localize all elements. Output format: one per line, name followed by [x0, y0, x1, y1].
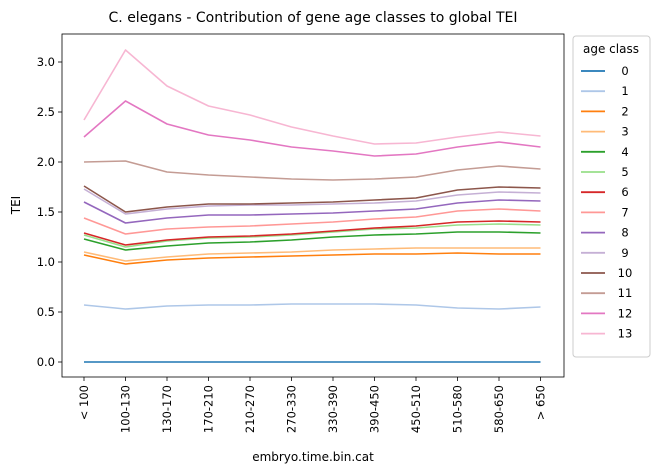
x-tick-label: 210-270 — [243, 385, 257, 433]
series-line-9 — [83, 188, 541, 215]
legend-label-11: 11 — [618, 286, 633, 300]
x-axis-label: embryo.time.bin.cat — [252, 450, 374, 464]
legend-label-0: 0 — [621, 64, 628, 78]
x-tick-label: 100-130 — [119, 385, 133, 433]
series-line-6 — [83, 220, 541, 246]
series-line-11 — [83, 160, 541, 181]
legend-label-7: 7 — [621, 205, 628, 219]
x-tick-label: < 100 — [77, 385, 91, 420]
legend-label-12: 12 — [618, 306, 633, 320]
legend-frame — [572, 35, 651, 358]
legend-title: age class — [583, 42, 639, 56]
x-tick-label: 130-170 — [160, 385, 174, 433]
legend-label-8: 8 — [621, 226, 628, 240]
y-tick-label: 0.0 — [37, 355, 55, 369]
series-line-13 — [83, 49, 541, 145]
legend-label-1: 1 — [621, 84, 628, 98]
legend-label-6: 6 — [621, 185, 628, 199]
plot-area-frame — [61, 33, 565, 378]
chart-title: C. elegans - Contribution of gene age cl… — [109, 10, 518, 26]
series-line-3 — [83, 247, 541, 262]
series-line-7 — [83, 208, 541, 235]
series-line-5 — [83, 223, 541, 248]
legend-label-2: 2 — [621, 104, 628, 118]
x-tick-label: > 650 — [534, 385, 548, 420]
x-axis: < 100 100-130 130-170 170-210 210-270 270-330… — [77, 377, 548, 433]
legend-label-4: 4 — [621, 145, 628, 159]
x-tick-label: 450-510 — [409, 385, 423, 433]
x-tick-label: 390-450 — [368, 385, 382, 433]
y-tick-label: 0.5 — [37, 305, 55, 319]
series-line-1 — [83, 303, 541, 310]
y-tick-label: 2.5 — [37, 105, 55, 119]
y-axis-label: TEI — [9, 196, 23, 215]
series-line-4 — [83, 231, 541, 251]
y-tick-label: 3.0 — [37, 55, 55, 69]
series-line-2 — [83, 252, 541, 265]
legend-label-9: 9 — [621, 246, 628, 260]
legend-label-3: 3 — [621, 125, 628, 139]
y-tick-label: 2.0 — [37, 155, 55, 169]
plot-lines — [83, 49, 541, 363]
legend-label-13: 13 — [618, 327, 633, 341]
series-line-10 — [83, 185, 541, 213]
x-tick-label: 580-650 — [492, 385, 506, 433]
series-line-12 — [83, 100, 541, 157]
x-tick-label: 270-330 — [285, 385, 299, 433]
x-tick-label: 170-210 — [202, 385, 216, 433]
legend-label-10: 10 — [618, 266, 633, 280]
y-tick-label: 1.0 — [37, 255, 55, 269]
series-line-8 — [83, 199, 541, 224]
y-tick-label: 1.5 — [37, 205, 55, 219]
x-tick-label: 510-580 — [451, 385, 465, 433]
y-axis: 0.0 0.5 1.0 1.5 2.0 2.5 3.0 — [37, 55, 62, 369]
x-tick-label: 330-390 — [326, 385, 340, 433]
legend-label-5: 5 — [621, 165, 628, 179]
